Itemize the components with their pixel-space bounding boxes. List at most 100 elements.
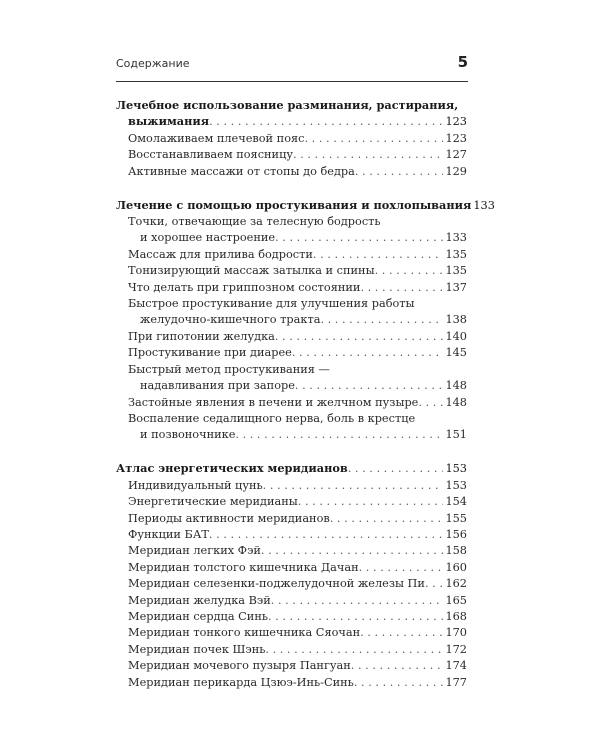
dot-leader — [292, 345, 444, 361]
dot-leader — [418, 395, 443, 411]
entry-title: Активные массажи от стопы до бедра — [128, 164, 355, 178]
toc-entry: Что делать при гриппозном состоянии 137 — [116, 280, 467, 296]
toc-entry: Простукивание при диарее 145 — [116, 345, 467, 361]
toc-entry: Массаж для прилива бодрости 135 — [116, 247, 467, 263]
entry-title: Меридиан перикарда Цзюэ-Инь-Синь — [128, 675, 354, 689]
toc-entry: Меридиан перикарда Цзюэ-Инь-Синь 177 — [116, 675, 467, 691]
dot-leader — [304, 131, 443, 147]
dot-leader — [275, 329, 444, 345]
entry-page-number: 174 — [445, 659, 467, 673]
dot-leader — [209, 114, 443, 130]
entry-page-number: 172 — [445, 642, 467, 656]
entry-page-number: 138 — [445, 313, 467, 327]
dot-leader — [275, 230, 443, 246]
entry-page-number: 156 — [445, 527, 467, 541]
entry-page-number: 137 — [445, 280, 467, 294]
entry-title: Индивидуальный цунь — [128, 478, 263, 492]
toc-entry: Быстрое простукивание для улучшения рабо… — [116, 296, 467, 329]
dot-leader — [359, 560, 444, 576]
entry-title: Лечебное использование разминания, расти… — [116, 98, 459, 112]
toc-entry: Меридиан почек Шэнь 172 — [116, 642, 467, 658]
toc-entry: Индивидуальный цунь 153 — [116, 478, 467, 494]
dot-leader — [295, 378, 444, 394]
toc-entry: Меридиан толстого кишечника Дачан 160 — [116, 560, 467, 576]
toc-entry: Энергетические меридианы 154 — [116, 494, 467, 510]
dot-leader — [265, 642, 443, 658]
entry-page-number: 133 — [473, 198, 495, 212]
toc-entry: Функции БАТ 156 — [116, 527, 467, 543]
entry-page-number: 151 — [445, 428, 467, 442]
dot-leader — [355, 164, 444, 180]
entry-page-number: 170 — [445, 626, 467, 640]
dot-leader — [351, 658, 444, 674]
toc-section: Лечение с помощью простукивания и похлоп… — [116, 197, 495, 444]
dot-leader — [235, 427, 443, 443]
table-of-contents: Лечебное использование разминания, расти… — [116, 97, 495, 708]
entry-title: Энергетические меридианы — [128, 495, 298, 509]
entry-page-number: 177 — [445, 675, 467, 689]
entry-title: При гипотонии желудка — [128, 329, 275, 343]
toc-entry: Меридиан мочевого пузыря Пангуан 174 — [116, 658, 467, 674]
entry-page-number: 140 — [445, 329, 467, 343]
entry-title: надавливания при запоре — [140, 379, 295, 393]
toc-entry: Активные массажи от стопы до бедра 129 — [116, 164, 467, 180]
entry-page-number: 162 — [445, 577, 467, 591]
toc-entry: Быстрый метод простукивания — надавливани… — [116, 362, 467, 395]
dot-leader — [360, 625, 443, 641]
entry-title: Точки, отвечающие за телесную бодрость — [128, 215, 381, 229]
dot-leader — [298, 494, 444, 510]
running-header: Содержание 5 — [116, 53, 468, 82]
dot-leader — [313, 247, 444, 263]
entry-title: Быстрый метод простукивания — — [128, 362, 330, 376]
dot-leader — [375, 263, 444, 279]
entry-title: Простукивание при диарее — [128, 346, 292, 360]
entry-title: Тонизирующий массаж затылка и спины — [128, 264, 375, 278]
entry-title: Массаж для прилива бодрости — [128, 247, 313, 261]
toc-entry: Тонизирующий массаж затылка и спины 135 — [116, 263, 467, 279]
entry-page-number: 145 — [445, 346, 467, 360]
toc-entry: Омолаживаем плечевой пояс 123 — [116, 131, 467, 147]
dot-leader — [425, 576, 443, 592]
entry-page-number: 158 — [445, 544, 467, 558]
entry-page-number: 168 — [445, 609, 467, 623]
entry-page-number: 123 — [445, 131, 467, 145]
entry-title: Восстанавливаем поясницу — [128, 148, 293, 162]
entry-title: Меридиан мочевого пузыря Пангуан — [128, 659, 351, 673]
toc-entry: Меридиан сердца Синь 168 — [116, 609, 467, 625]
entry-page-number: 148 — [445, 395, 467, 409]
toc-entry: Меридиан легких Фэй 158 — [116, 543, 467, 559]
entry-title: Лечение с помощью простукивания и похлоп… — [116, 197, 472, 212]
entry-page-number: 160 — [445, 560, 467, 574]
dot-leader — [330, 511, 444, 527]
dot-leader — [261, 543, 444, 559]
header-title: Содержание — [116, 57, 190, 70]
entry-title: Меридиан легких Фэй — [128, 544, 261, 558]
page-number: 5 — [457, 53, 468, 71]
toc-entry: Застойные явления в печени и желчном пуз… — [116, 395, 467, 411]
entry-page-number: 135 — [445, 264, 467, 278]
entry-title: Меридиан селезенки-поджелудочной железы … — [128, 577, 425, 591]
entry-title: и позвоночнике — [140, 428, 236, 442]
dot-leader — [354, 675, 444, 691]
toc-entry: Периоды активности меридианов 155 — [116, 511, 467, 527]
entry-page-number: 148 — [445, 379, 467, 393]
entry-title: Периоды активности меридианов — [128, 511, 330, 525]
toc-section: Лечебное использование разминания, расти… — [116, 97, 467, 180]
toc-entry: Воспаление седалищного нерва, боль в кре… — [116, 411, 467, 444]
dot-leader — [271, 593, 444, 609]
dot-leader — [209, 527, 444, 543]
entry-title: Застойные явления в печени и желчном пуз… — [128, 395, 419, 409]
entry-title: Воспаление седалищного нерва, боль в кре… — [128, 411, 416, 425]
dot-leader — [263, 478, 444, 494]
entry-page-number: 129 — [445, 164, 467, 178]
dot-leader — [360, 280, 443, 296]
entry-title: желудочно-кишечного тракта — [140, 313, 321, 327]
entry-page-number: 154 — [445, 495, 467, 509]
toc-entry: Меридиан желудка Вэй 165 — [116, 593, 467, 609]
toc-section-heading: Лечение с помощью простукивания и похлоп… — [116, 197, 495, 214]
entry-title: Меридиан желудка Вэй — [128, 593, 271, 607]
entry-page-number: 153 — [445, 478, 467, 492]
dot-leader — [348, 461, 444, 477]
entry-title: Функции БАТ — [128, 527, 209, 541]
entry-page-number: 123 — [445, 115, 467, 129]
